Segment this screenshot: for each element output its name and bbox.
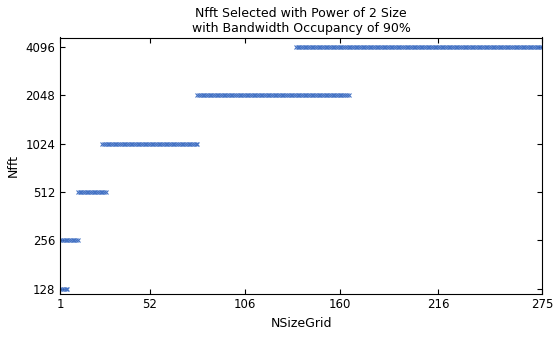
Y-axis label: Nfft: Nfft xyxy=(7,154,20,177)
X-axis label: NSizeGrid: NSizeGrid xyxy=(270,317,332,330)
Title: Nfft Selected with Power of 2 Size
with Bandwidth Occupancy of 90%: Nfft Selected with Power of 2 Size with … xyxy=(192,7,410,35)
